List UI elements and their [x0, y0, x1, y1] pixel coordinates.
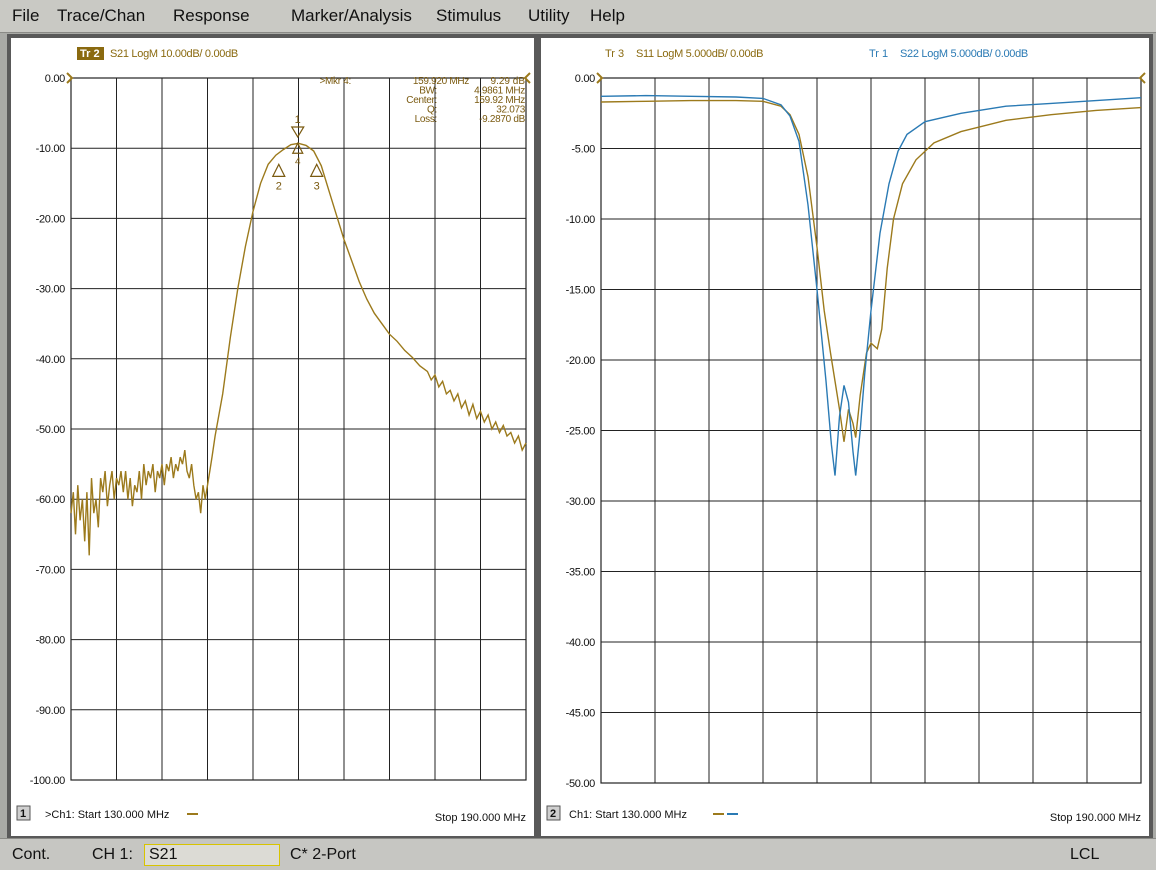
chart-window-1: 0.00 -10.00 -20.00 -30.00 -40.00 -50.00 -60.00…: [16, 47, 531, 824]
y-tick-label: -30.00: [36, 284, 66, 296]
y-tick-label: -20.00: [36, 213, 66, 225]
y-tick-label: -80.00: [36, 635, 66, 647]
marker-readout-label: Center:: [406, 95, 437, 106]
y-tick-label: -70.00: [36, 564, 66, 576]
sweep-start-label: >Ch1: Start 130.000 MHz: [45, 809, 169, 821]
calibration-status[interactable]: C* 2-Port: [290, 846, 356, 863]
measurement-window-2[interactable]: 0.00 -5.00 -10.00 -15.00 -20.00 -25.00 -30.00 -…: [537, 34, 1153, 840]
y-tick-label: -40.00: [36, 354, 66, 366]
reference-arrow-left: [596, 72, 604, 84]
y-tick-label: -60.00: [36, 494, 66, 506]
marker-label: 4: [295, 156, 301, 167]
trace-label: S11 LogM 5.000dB/ 0.00dB: [636, 48, 763, 60]
trace-badge-label: Tr 1: [869, 48, 888, 60]
marker-triangle: [271, 163, 286, 177]
marker-label: 3: [314, 180, 320, 192]
reference-arrow-right: [523, 72, 531, 84]
trace-label: S21 LogM 10.00dB/ 0.00dB: [110, 48, 238, 60]
window-number: 1: [20, 808, 26, 820]
active-parameter: S21: [149, 846, 178, 863]
marker-readout-label: Q:: [427, 105, 437, 116]
active-channel: CH 1:: [92, 846, 133, 863]
marker-readout-label: Loss:: [415, 114, 437, 125]
y-tick-label: -35.00: [566, 567, 596, 579]
menu-file[interactable]: File: [12, 6, 40, 25]
marker-triangle: [309, 163, 324, 177]
y-tick-label: -10.00: [566, 214, 596, 226]
menu-utility[interactable]: Utility: [528, 6, 570, 25]
marker-readout-value: -9.2870 dB: [479, 114, 526, 125]
y-tick-label: 0.00: [575, 73, 595, 85]
y-tick-label: -50.00: [566, 778, 596, 790]
marker-readout-value: 4.9861 MHz: [474, 86, 525, 97]
status-bar: Cont. CH 1: S21 C* 2-Port LCL: [0, 838, 1156, 870]
y-tick-label: -30.00: [566, 496, 596, 508]
marker-readout-value: 9.29 dB: [491, 76, 526, 87]
y-tick-label: -20.00: [566, 355, 596, 367]
y-tick-label: -50.00: [36, 424, 66, 436]
window-number-box: [546, 805, 561, 821]
sweep-stop-label: Stop 190.000 MHz: [1050, 812, 1141, 824]
marker-triangle: [291, 141, 304, 154]
menu-bar: File Trace/Chan Response Marker/Analysis…: [0, 0, 1156, 33]
measurement-window-1[interactable]: 0.00 -10.00 -20.00 -30.00 -40.00 -50.00 -60.00…: [7, 34, 538, 840]
window-number: 2: [550, 808, 556, 820]
y-tick-label: -25.00: [566, 426, 596, 438]
marker-readout-label: BW:: [419, 86, 437, 97]
marker-readout-label: >Mkr 4:: [319, 76, 351, 87]
trace-label: S22 LogM 5.000dB/ 0.00dB: [900, 48, 1028, 60]
y-tick-label: -5.00: [571, 144, 595, 156]
menu-stimulus[interactable]: Stimulus: [436, 6, 502, 25]
marker-readout-value: 32.073: [496, 105, 526, 116]
marker-label: 2: [276, 180, 282, 192]
menu-help[interactable]: Help: [590, 6, 625, 25]
trace-s21: [70, 142, 527, 556]
y-tick-label: -10.00: [36, 143, 66, 155]
menu-trace-chan[interactable]: Trace/Chan: [57, 6, 146, 25]
y-tick-label: -40.00: [566, 637, 596, 649]
marker-readout-value: 159.92 MHz: [474, 95, 525, 106]
trace-badge-label: Tr 2: [80, 48, 100, 60]
remote-status: LCL: [1070, 846, 1100, 863]
marker-label: 1: [295, 114, 301, 126]
y-tick-label: 0.00: [45, 73, 65, 85]
y-tick-label: -100.00: [30, 775, 65, 787]
trace-badge-label: Tr 3: [605, 48, 624, 60]
marker-readout-value: 159.920 MHz: [413, 76, 469, 87]
marker-triangle: [290, 126, 305, 139]
y-tick-label: -15.00: [566, 285, 596, 297]
sweep-stop-label: Stop 190.000 MHz: [435, 812, 526, 824]
window-number-box: [16, 805, 31, 821]
chart-window-2: 0.00 -5.00 -10.00 -15.00 -20.00 -25.00 -30.00 -…: [546, 48, 1146, 824]
trace-badge: [77, 47, 104, 60]
reference-arrow-right: [1138, 72, 1146, 84]
menu-marker-analysis[interactable]: Marker/Analysis: [291, 6, 412, 25]
menu-response[interactable]: Response: [173, 6, 250, 25]
y-tick-label: -90.00: [36, 705, 66, 717]
active-parameter-box[interactable]: S21: [144, 844, 280, 866]
trace-s22: [600, 94, 1142, 476]
y-tick-label: -45.00: [566, 708, 596, 720]
reference-arrow-left: [66, 72, 74, 84]
sweep-mode[interactable]: Cont.: [12, 846, 51, 863]
sweep-start-label: Ch1: Start 130.000 MHz: [569, 809, 687, 821]
